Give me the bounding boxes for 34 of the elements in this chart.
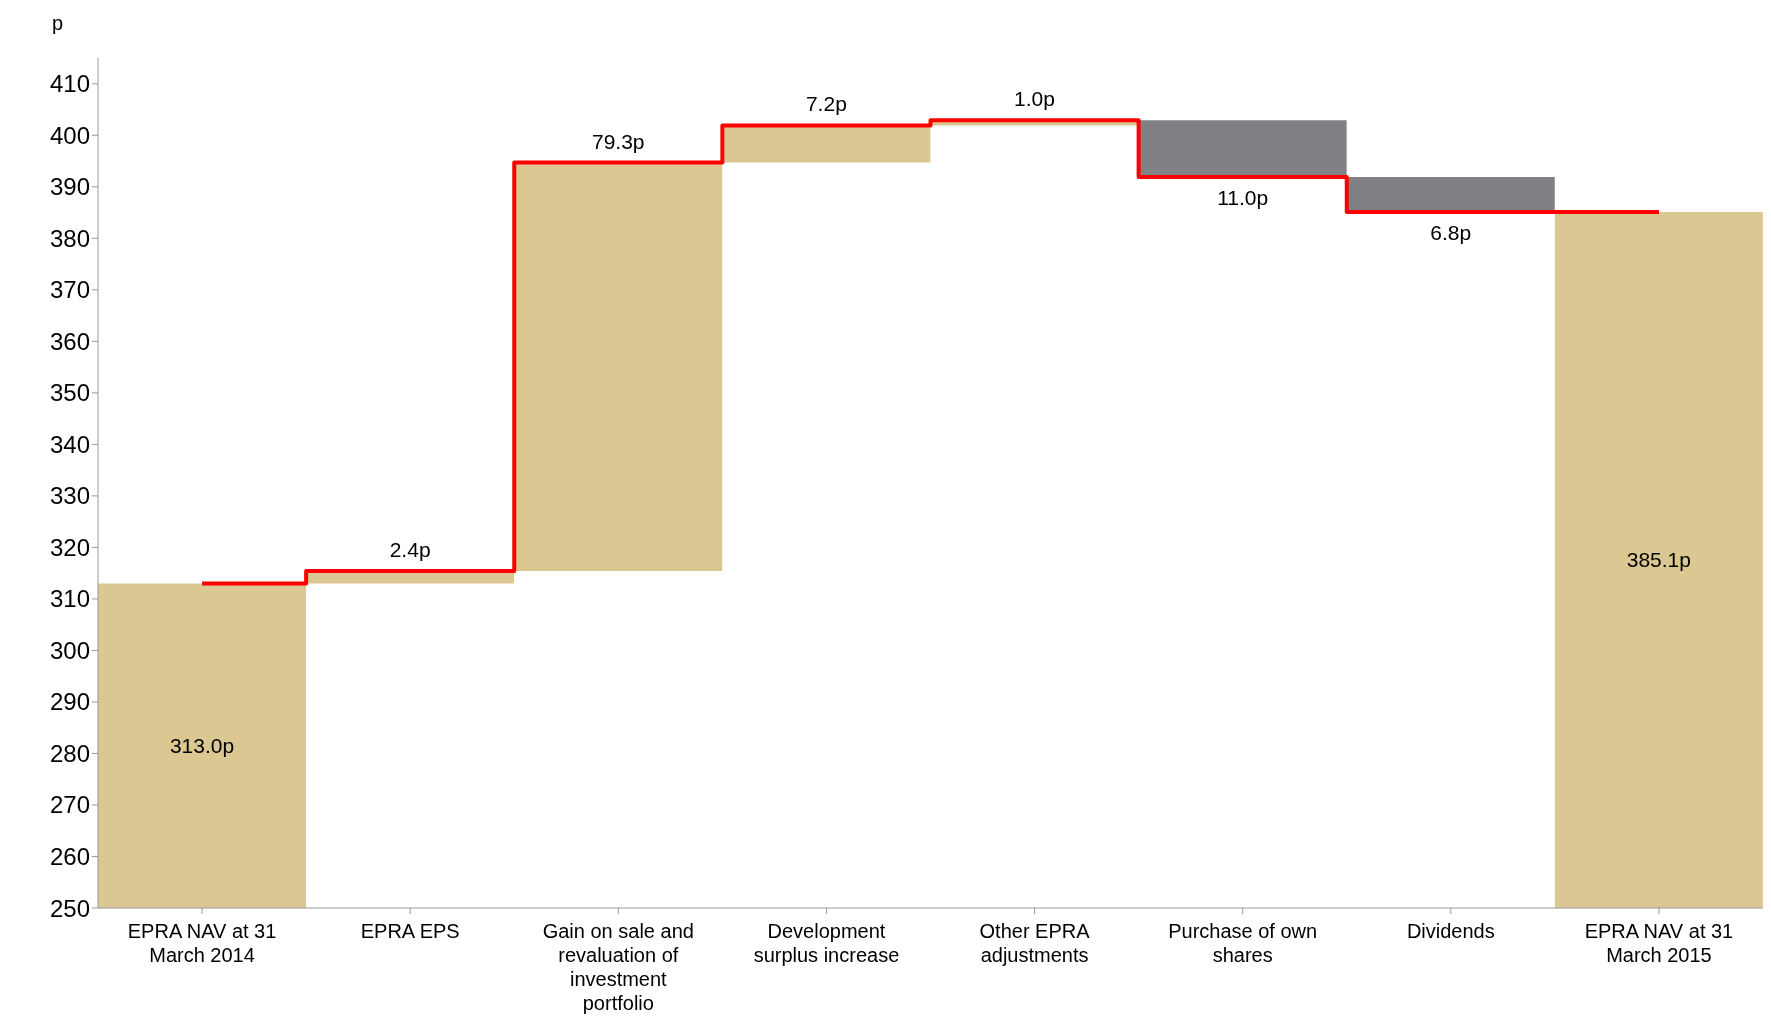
data-label: 6.8p bbox=[1430, 221, 1472, 245]
y-tick-label: 380 bbox=[49, 224, 90, 252]
y-tick-label: 330 bbox=[49, 482, 90, 510]
data-label: 385.1p bbox=[1626, 548, 1691, 572]
x-tick-label: EPRA NAV at 31 March 2014 bbox=[127, 920, 277, 966]
y-tick-label: 340 bbox=[49, 430, 90, 458]
y-tick-label: 350 bbox=[49, 379, 90, 407]
x-tick-label: Gain on sale and revaluation of investment portfolio bbox=[542, 920, 694, 1014]
data-label: 11.0p bbox=[1217, 186, 1269, 209]
x-tick-label: EPRA NAV at 31 March 2015 bbox=[1584, 920, 1734, 966]
y-tick-label: 360 bbox=[49, 327, 90, 355]
y-tick-label: 370 bbox=[49, 276, 90, 304]
y-tick-label: 260 bbox=[49, 843, 90, 870]
y-tick-label: 320 bbox=[49, 533, 90, 561]
y-tick-label: 400 bbox=[49, 121, 90, 149]
data-label: 2.4p bbox=[389, 538, 431, 562]
y-tick-label: 290 bbox=[49, 688, 90, 716]
y-tick-label: 310 bbox=[49, 585, 90, 613]
x-tick-label: EPRA EPS bbox=[360, 920, 460, 942]
y-tick-label: 270 bbox=[49, 791, 90, 819]
x-tick-label: Development surplus increase bbox=[753, 920, 900, 966]
y-axis-title: p bbox=[52, 12, 64, 35]
data-label: 1.0p bbox=[1014, 87, 1055, 111]
data-label: 313.0p bbox=[169, 733, 235, 757]
y-tick-label: 280 bbox=[49, 739, 90, 767]
x-tick-label: Other EPRA adjustments bbox=[979, 920, 1091, 966]
data-label: 7.2p bbox=[805, 92, 847, 116]
y-tick-label: 300 bbox=[49, 636, 90, 664]
y-tick-label: 410 bbox=[49, 70, 90, 98]
y-tick-label: 250 bbox=[49, 894, 90, 922]
y-tick-label: 390 bbox=[49, 173, 90, 201]
data-label: 79.3p bbox=[591, 129, 645, 153]
x-tick-label: Dividends bbox=[1406, 920, 1495, 942]
x-tick-label: Purchase of own shares bbox=[1168, 920, 1318, 966]
